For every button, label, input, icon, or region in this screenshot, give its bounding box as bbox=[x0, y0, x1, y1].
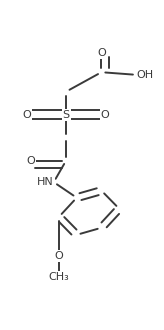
Text: CH₃: CH₃ bbox=[49, 272, 69, 282]
Text: O: O bbox=[55, 251, 63, 261]
Text: S: S bbox=[62, 110, 70, 120]
Text: HN: HN bbox=[37, 177, 54, 187]
Text: O: O bbox=[101, 110, 109, 120]
Text: O: O bbox=[97, 48, 106, 58]
Text: OH: OH bbox=[137, 70, 154, 80]
Text: O: O bbox=[23, 110, 32, 120]
Text: O: O bbox=[26, 155, 35, 166]
